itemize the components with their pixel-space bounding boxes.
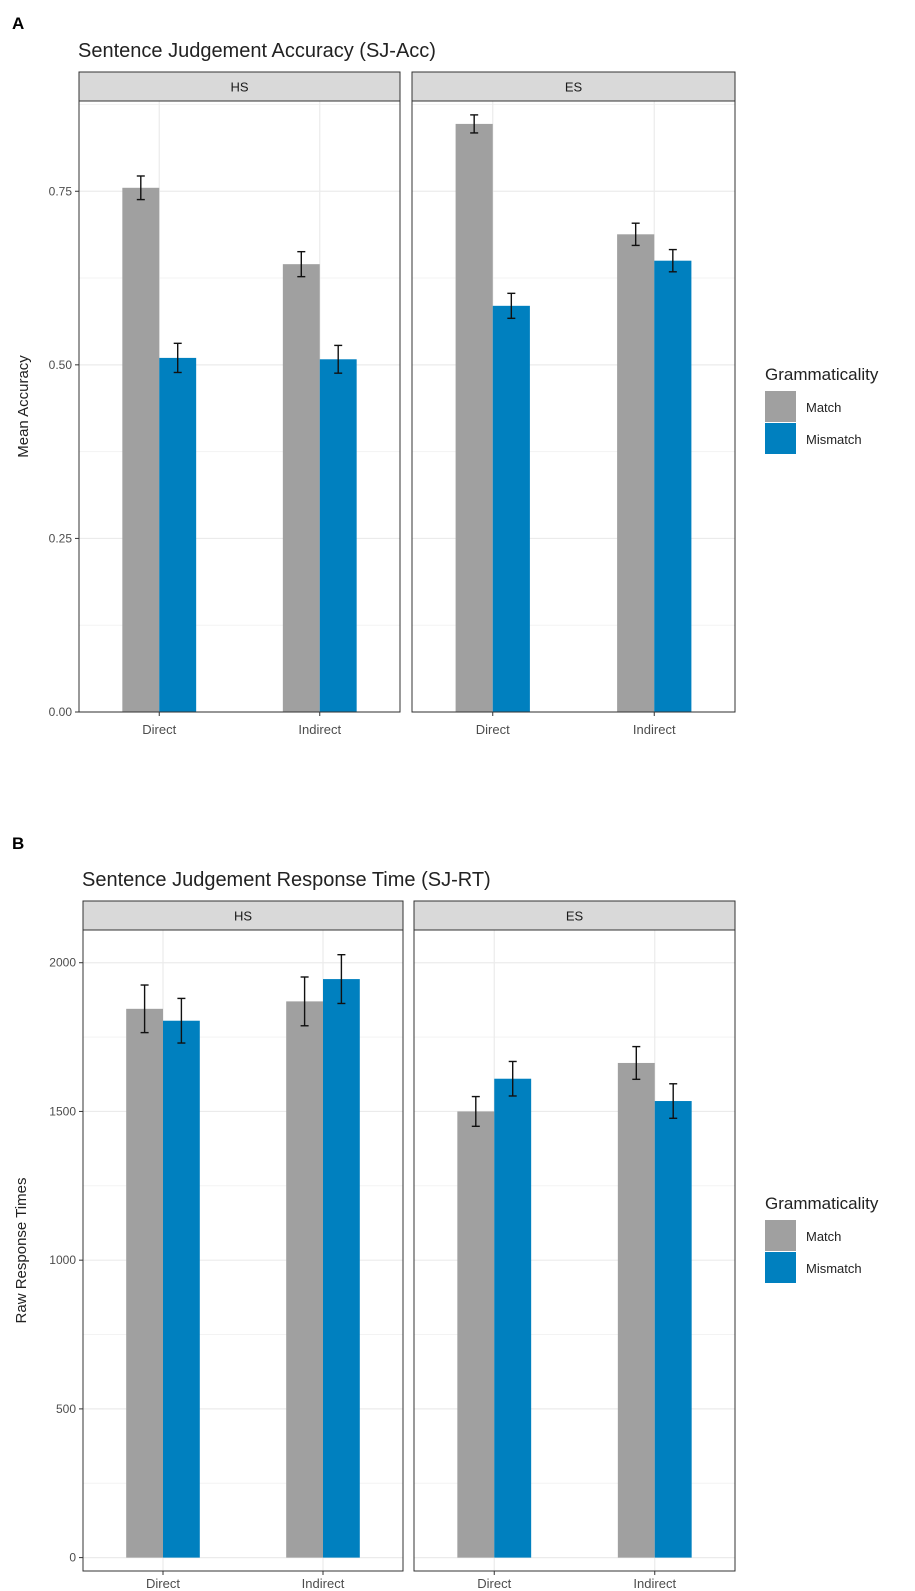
panel-border bbox=[82, 929, 404, 1572]
y-tick-label: 0 bbox=[69, 1551, 76, 1565]
panel-border bbox=[78, 100, 401, 713]
x-tick-label: Indirect bbox=[633, 722, 676, 737]
y-tick-label: 0.75 bbox=[49, 184, 73, 198]
panel-border bbox=[413, 929, 736, 1572]
y-tick-label: 0.50 bbox=[49, 358, 73, 372]
y-tick-label: 1000 bbox=[49, 1253, 76, 1267]
legend-swatch-mismatch bbox=[765, 1252, 796, 1283]
legend-title: Grammaticality bbox=[765, 365, 879, 384]
chart-accuracy: Sentence Judgement Accuracy (SJ-Acc) Mean… bbox=[15, 40, 879, 737]
bar-match bbox=[126, 1008, 163, 1558]
legend: Grammaticality Match Mismatch bbox=[765, 365, 879, 454]
bar-mismatch bbox=[494, 1078, 532, 1558]
legend-label: Match bbox=[806, 1229, 841, 1244]
facet-label: HS bbox=[234, 909, 252, 924]
bar-mismatch bbox=[323, 979, 360, 1558]
bar-mismatch bbox=[654, 1101, 692, 1558]
y-tick-label: 0.25 bbox=[49, 531, 73, 545]
bar-match bbox=[457, 1111, 495, 1558]
y-axis-label: Raw Response Times bbox=[13, 1178, 30, 1324]
facet-es: ES Direct Indirect bbox=[411, 71, 736, 737]
y-tick-label: 1500 bbox=[49, 1104, 76, 1118]
legend-label: Mismatch bbox=[806, 1261, 862, 1276]
y-tick-label: 2000 bbox=[49, 956, 76, 970]
bar-match bbox=[122, 187, 160, 712]
bar-mismatch bbox=[163, 1020, 200, 1558]
bar-mismatch bbox=[492, 305, 530, 712]
bar-mismatch bbox=[654, 260, 692, 712]
y-axis-label: Mean Accuracy bbox=[15, 355, 32, 458]
chart-title: Sentence Judgement Accuracy (SJ-Acc) bbox=[78, 40, 436, 62]
y-tick-label: 500 bbox=[56, 1402, 76, 1416]
facet-es: ES Direct Indirect bbox=[413, 900, 736, 1591]
x-tick-label: Direct bbox=[146, 1576, 180, 1591]
x-tick-label: Direct bbox=[142, 722, 176, 737]
bar-mismatch bbox=[159, 357, 197, 712]
legend-swatch-match bbox=[765, 391, 796, 422]
facet-strip bbox=[413, 900, 736, 931]
facet-hs: HS Direct Indirect bbox=[78, 71, 401, 737]
legend: Grammaticality Match Mismatch bbox=[765, 1194, 879, 1283]
facet-strip bbox=[411, 71, 736, 102]
facet-label: HS bbox=[230, 80, 248, 95]
facet-strip bbox=[78, 71, 401, 102]
legend-title: Grammaticality bbox=[765, 1194, 879, 1213]
chart-response-time: Sentence Judgement Response Time (SJ-RT)… bbox=[13, 869, 879, 1591]
panel-label-b: B bbox=[12, 834, 25, 853]
facet-label: ES bbox=[566, 909, 584, 924]
panel-border bbox=[411, 100, 736, 713]
legend-swatch-match bbox=[765, 1220, 796, 1251]
x-tick-label: Indirect bbox=[633, 1576, 676, 1591]
y-tick-label: 0.00 bbox=[49, 705, 73, 719]
chart-title: Sentence Judgement Response Time (SJ-RT) bbox=[82, 869, 491, 891]
legend-label: Mismatch bbox=[806, 432, 862, 447]
panel-label-a: A bbox=[12, 14, 25, 33]
x-tick-label: Direct bbox=[477, 1576, 511, 1591]
bar-match bbox=[617, 234, 655, 713]
legend-label: Match bbox=[806, 400, 841, 415]
facet-hs: HS Direct Indirect bbox=[82, 900, 404, 1591]
bar-match bbox=[617, 1062, 655, 1558]
legend-swatch-mismatch bbox=[765, 423, 796, 454]
x-tick-label: Indirect bbox=[302, 1576, 345, 1591]
bar-match bbox=[282, 264, 320, 712]
facet-strip bbox=[82, 900, 404, 931]
bar-match bbox=[455, 123, 493, 713]
bar-match bbox=[286, 1001, 323, 1558]
x-tick-label: Indirect bbox=[298, 722, 341, 737]
bar-mismatch bbox=[319, 359, 357, 712]
facet-label: ES bbox=[565, 80, 583, 95]
x-tick-label: Direct bbox=[476, 722, 510, 737]
